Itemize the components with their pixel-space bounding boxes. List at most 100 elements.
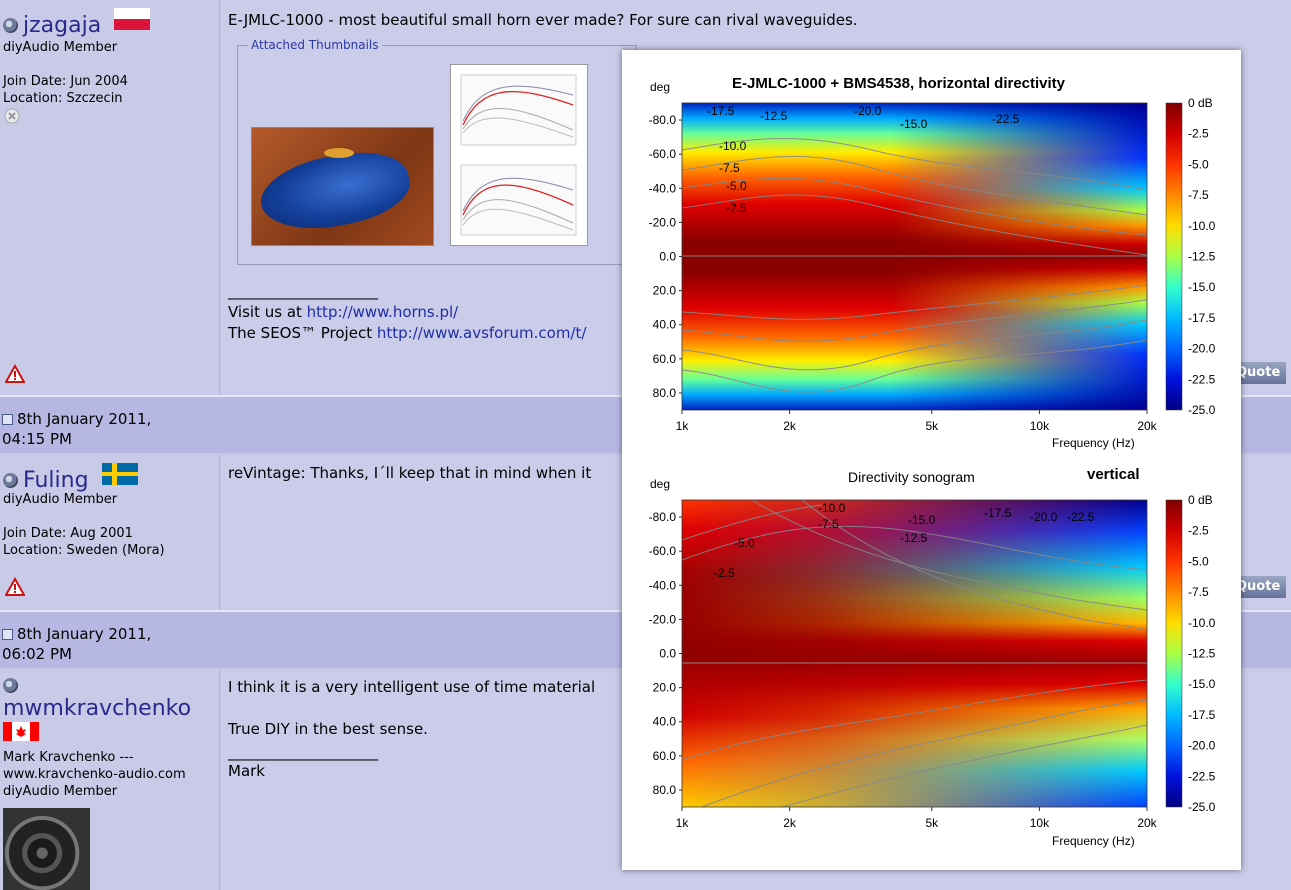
username-link[interactable]: Fuling <box>23 468 89 493</box>
x-tick-label: 20k <box>1137 419 1157 433</box>
colorbar-tick-label: 0 dB <box>1188 493 1213 507</box>
report-post-icon[interactable] <box>5 577 25 597</box>
x-axis-label: Frequency (Hz) <box>1052 834 1135 848</box>
colorbar-tick-label: -7.5 <box>1188 585 1209 599</box>
offline-icon <box>4 108 20 124</box>
user-website: www.kravchenko-audio.com <box>3 767 186 782</box>
quote-button[interactable]: Quote <box>1230 576 1286 598</box>
post-text-2: True DIY in the best sense. <box>228 720 428 738</box>
user-role: diyAudio Member <box>3 40 118 55</box>
post-time-text: 06:02 PM <box>2 645 72 663</box>
report-post-icon[interactable] <box>5 364 25 384</box>
online-status-icon <box>3 473 18 488</box>
avatar[interactable] <box>3 808 90 890</box>
chart-title: E-JMLC-1000 + BMS4538, horizontal direct… <box>732 75 1066 92</box>
colorbar-tick-label: -7.5 <box>1188 188 1209 202</box>
y-tick-label: 60.0 <box>653 352 677 366</box>
user-subtitle: Mark Kravchenko --- <box>3 750 134 765</box>
signature-line: ____________________ <box>228 743 378 761</box>
signature-visit: Visit us at http://www.horns.pl/ <box>228 302 458 323</box>
x-tick-label: 20k <box>1137 816 1157 830</box>
y-tick-label: 40.0 <box>653 318 677 332</box>
y-tick-label: -60.0 <box>649 147 677 161</box>
post-icon <box>2 629 13 640</box>
attached-thumbnails-label: Attached Thumbnails <box>248 38 382 52</box>
contour-label: -5.0 <box>734 536 755 550</box>
y-axis-label: deg <box>650 477 671 491</box>
seos-text: The SEOS™ Project <box>228 324 377 342</box>
contour-label: -12.5 <box>900 531 928 545</box>
chart-title: Directivity sonogram <box>848 469 975 485</box>
avsforum-link[interactable]: http://www.avsforum.com/t/ <box>376 324 587 342</box>
post-time-text: 04:15 PM <box>2 430 72 448</box>
y-tick-label: -80.0 <box>649 113 677 127</box>
contour-label: -7.5 <box>818 517 839 531</box>
x-tick-label: 2k <box>783 816 797 830</box>
canada-flag-icon <box>3 722 39 741</box>
colorbar-tick-label: -20.0 <box>1188 342 1216 356</box>
signature-line: ____________________ <box>228 282 378 300</box>
image-preview-popup[interactable]: E-JMLC-1000 + BMS4538, horizontal direct… <box>622 50 1241 870</box>
username-link[interactable]: jzagaja <box>23 13 102 38</box>
y-tick-label: 40.0 <box>653 715 677 729</box>
sweden-flag-icon <box>101 463 138 485</box>
contour-label: -10.0 <box>719 139 747 153</box>
contour-label: -20.0 <box>854 104 882 118</box>
x-tick-label: 1k <box>676 419 690 433</box>
visit-text: Visit us at <box>228 303 307 321</box>
colorbar-tick-label: -12.5 <box>1188 647 1216 661</box>
signature-seos: The SEOS™ Project http://www.avsforum.co… <box>228 323 586 344</box>
join-date: Join Date: Jun 2004 <box>3 74 128 89</box>
directivity-chart-thumbnail[interactable] <box>450 64 588 246</box>
user-role: diyAudio Member <box>3 492 118 507</box>
y-tick-label: -40.0 <box>649 578 677 592</box>
colorbar-tick-label: -17.5 <box>1188 311 1216 325</box>
quote-button[interactable]: Quote <box>1230 362 1286 384</box>
contour-label: -15.0 <box>908 513 936 527</box>
colorbar-tick-label: -22.5 <box>1188 769 1216 783</box>
x-tick-label: 1k <box>676 816 690 830</box>
contour-label: -7.5 <box>719 161 740 175</box>
post-text: I think it is a very intelligent use of … <box>228 678 596 696</box>
colorbar-tick-label: -5.0 <box>1188 554 1209 568</box>
colorbar-tick-label: -2.5 <box>1188 524 1209 538</box>
y-axis-label: deg <box>650 80 671 94</box>
attached-thumbnails: Attached Thumbnails <box>237 38 637 265</box>
join-date: Join Date: Aug 2001 <box>3 526 133 541</box>
contour-label: -17.5 <box>707 104 735 118</box>
username-link[interactable]: mwmkravchenko <box>3 696 192 721</box>
user-role: diyAudio Member <box>3 784 118 799</box>
contour-label: -2.5 <box>726 201 747 215</box>
y-tick-label: 0.0 <box>659 250 676 264</box>
x-tick-label: 5k <box>925 419 939 433</box>
y-tick-label: 20.0 <box>653 284 677 298</box>
contour-label: -15.0 <box>900 117 928 131</box>
x-tick-label: 10k <box>1030 816 1050 830</box>
colorbar-tick-label: -15.0 <box>1188 677 1216 691</box>
post-1-userinfo: jzagaja diyAudio Member Join Date: Jun 2… <box>0 0 220 395</box>
post-icon <box>2 414 13 425</box>
y-tick-label: 0.0 <box>659 647 676 661</box>
online-status-icon <box>3 18 18 33</box>
y-tick-label: -80.0 <box>649 510 677 524</box>
post-date-text: 8th January 2011, <box>17 625 152 643</box>
colorbar-tick-label: -5.0 <box>1188 157 1209 171</box>
post-text: reVintage: Thanks, I´ll keep that in min… <box>228 464 592 482</box>
colorbar-tick-label: -25.0 <box>1188 800 1216 814</box>
horn-photo-thumbnail[interactable] <box>251 127 434 246</box>
chart-subtitle: vertical <box>1087 466 1140 483</box>
poland-flag-icon <box>114 8 151 30</box>
post-date: 8th January 2011, 06:02 PM <box>2 624 151 664</box>
x-tick-label: 5k <box>925 816 939 830</box>
contour-label: -22.5 <box>992 112 1020 126</box>
post-title: E-JMLC-1000 - most beautiful small horn … <box>228 11 858 29</box>
y-tick-label: -40.0 <box>649 181 677 195</box>
chart-plot-area: -80.0 -60.0 -40.0 -20.0 0.0 20.0 40.0 60.0 80.0 1… <box>649 493 1216 830</box>
y-tick-label: -20.0 <box>649 215 677 229</box>
colorbar-tick-label: -2.5 <box>1188 127 1209 141</box>
y-tick-label: -60.0 <box>649 544 677 558</box>
y-tick-label: 80.0 <box>653 783 677 797</box>
post-2-userinfo: Fuling diyAudio Member Join Date: Aug 20… <box>0 455 220 610</box>
post-3-userinfo: mwmkravchenko Mark Kravchenko --- www.kr… <box>0 670 220 890</box>
horns-link[interactable]: http://www.horns.pl/ <box>306 303 459 321</box>
